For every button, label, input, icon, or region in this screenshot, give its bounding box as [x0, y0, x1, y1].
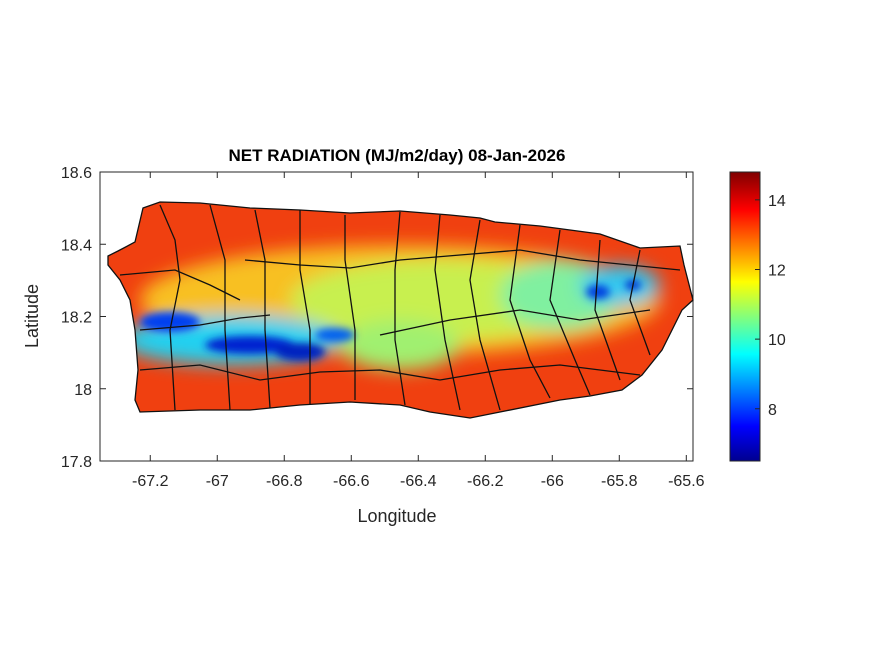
x-axis: -67.2 -67 -66.8 -66.6 -66.4 -66.2 -66 -65.8 -65.…	[132, 172, 705, 490]
heatmap-zone-min	[205, 336, 295, 354]
x-tick-label: -67.2	[132, 473, 169, 490]
x-tick-label: -65.8	[601, 473, 638, 490]
y-tick-label: 17.8	[61, 454, 92, 471]
colorbar-tick-label: 12	[768, 262, 786, 279]
x-tick-label: -66.6	[333, 473, 370, 490]
x-tick-label: -65.6	[668, 473, 705, 490]
x-tick-label: -67	[206, 473, 229, 490]
y-axis: 17.8 18 18.2 18.4 18.6	[61, 165, 693, 471]
heatmap-zone-low	[580, 265, 660, 305]
y-axis-label: Latitude	[22, 284, 42, 348]
y-tick-label: 18.2	[61, 310, 92, 327]
heatmap-zone-min	[140, 312, 200, 332]
x-axis-label: Longitude	[357, 506, 436, 526]
colorbar-axis: 8 10 12 14	[755, 193, 786, 419]
heatmap	[108, 202, 693, 418]
x-tick-label: -66.2	[467, 473, 504, 490]
colorbar-tick-label: 8	[768, 402, 777, 419]
heatmap-zone-min	[315, 328, 355, 342]
y-tick-label: 18	[74, 382, 92, 399]
x-tick-label: -66	[541, 473, 564, 490]
colorbar-tick-label: 14	[768, 193, 786, 210]
heatmap-zone-min	[275, 343, 325, 361]
y-tick-label: 18.4	[61, 237, 92, 254]
heatmap-zone-min	[586, 285, 610, 299]
chart-title: NET RADIATION (MJ/m2/day) 08-Jan-2026	[229, 146, 566, 165]
heatmap-zone-mid	[340, 320, 460, 370]
colorbar-tick-label: 10	[768, 332, 786, 349]
x-tick-label: -66.8	[266, 473, 303, 490]
colorbar	[729, 171, 761, 462]
x-tick-label: -66.4	[400, 473, 437, 490]
y-tick-label: 18.6	[61, 165, 92, 182]
municipal-boundaries	[107, 201, 694, 419]
